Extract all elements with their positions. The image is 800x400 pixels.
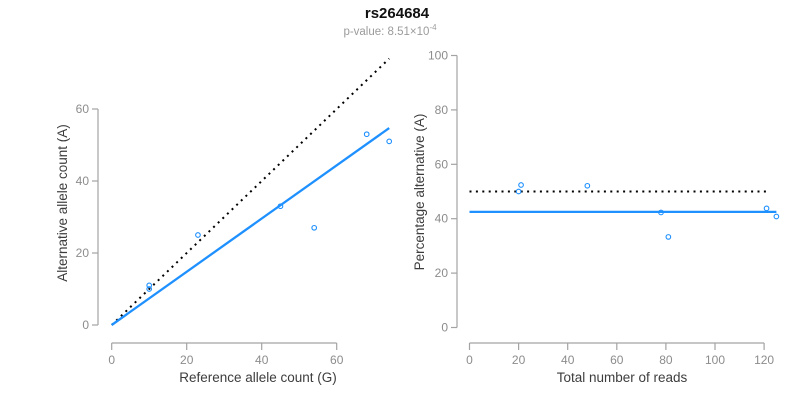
y-tick-label: 100 xyxy=(428,49,448,63)
x-tick-label: 20 xyxy=(512,353,526,367)
data-point xyxy=(277,203,284,210)
x-tick-label: 120 xyxy=(754,353,774,367)
identity-line xyxy=(111,57,390,326)
pvalue-exponent: -4 xyxy=(429,23,437,32)
data-point xyxy=(195,232,201,238)
figure-subtitle: p-value: 8.51×10-4 xyxy=(0,23,790,38)
y-tick-label: 20 xyxy=(76,246,90,260)
data-point xyxy=(146,282,153,289)
x-tick-label: 60 xyxy=(330,353,344,367)
y-tick-label: 80 xyxy=(435,103,449,117)
data-point xyxy=(665,234,672,240)
data-point xyxy=(363,131,370,138)
y-tick-label: 60 xyxy=(435,157,449,171)
data-point xyxy=(518,182,524,188)
y-tick-label: 60 xyxy=(76,102,90,116)
fit-line xyxy=(111,127,390,326)
data-point xyxy=(386,138,393,145)
x-tick-label: 0 xyxy=(466,353,473,367)
y-tick-label: 40 xyxy=(76,174,90,188)
figure-title: rs264684 xyxy=(364,5,430,22)
data-point xyxy=(773,213,780,220)
data-point xyxy=(146,286,153,292)
x-tick-label: 40 xyxy=(561,353,575,367)
x-axis-label: Total number of reads xyxy=(557,370,688,385)
x-tick-label: 20 xyxy=(180,353,194,367)
data-point xyxy=(763,205,770,212)
y-tick-label: 0 xyxy=(441,321,448,335)
x-tick-label: 60 xyxy=(610,353,624,367)
x-tick-label: 0 xyxy=(108,353,115,367)
y-tick-label: 40 xyxy=(435,212,449,226)
y-tick-label: 20 xyxy=(435,266,449,280)
y-tick-label: 0 xyxy=(82,318,89,332)
y-axis-label: Alternative allele count (A) xyxy=(55,124,70,282)
data-point xyxy=(311,224,318,231)
x-tick-label: 80 xyxy=(659,353,673,367)
x-tick-label: 100 xyxy=(705,353,725,367)
pvalue-text: p-value: 8.51×10 xyxy=(343,25,430,38)
data-point xyxy=(584,182,591,189)
x-axis-label: Reference allele count (G) xyxy=(179,370,337,385)
data-point xyxy=(658,209,664,216)
data-point xyxy=(515,188,522,195)
x-tick-label: 40 xyxy=(255,353,269,367)
y-axis-label: Percentage alternative (A) xyxy=(412,114,427,271)
